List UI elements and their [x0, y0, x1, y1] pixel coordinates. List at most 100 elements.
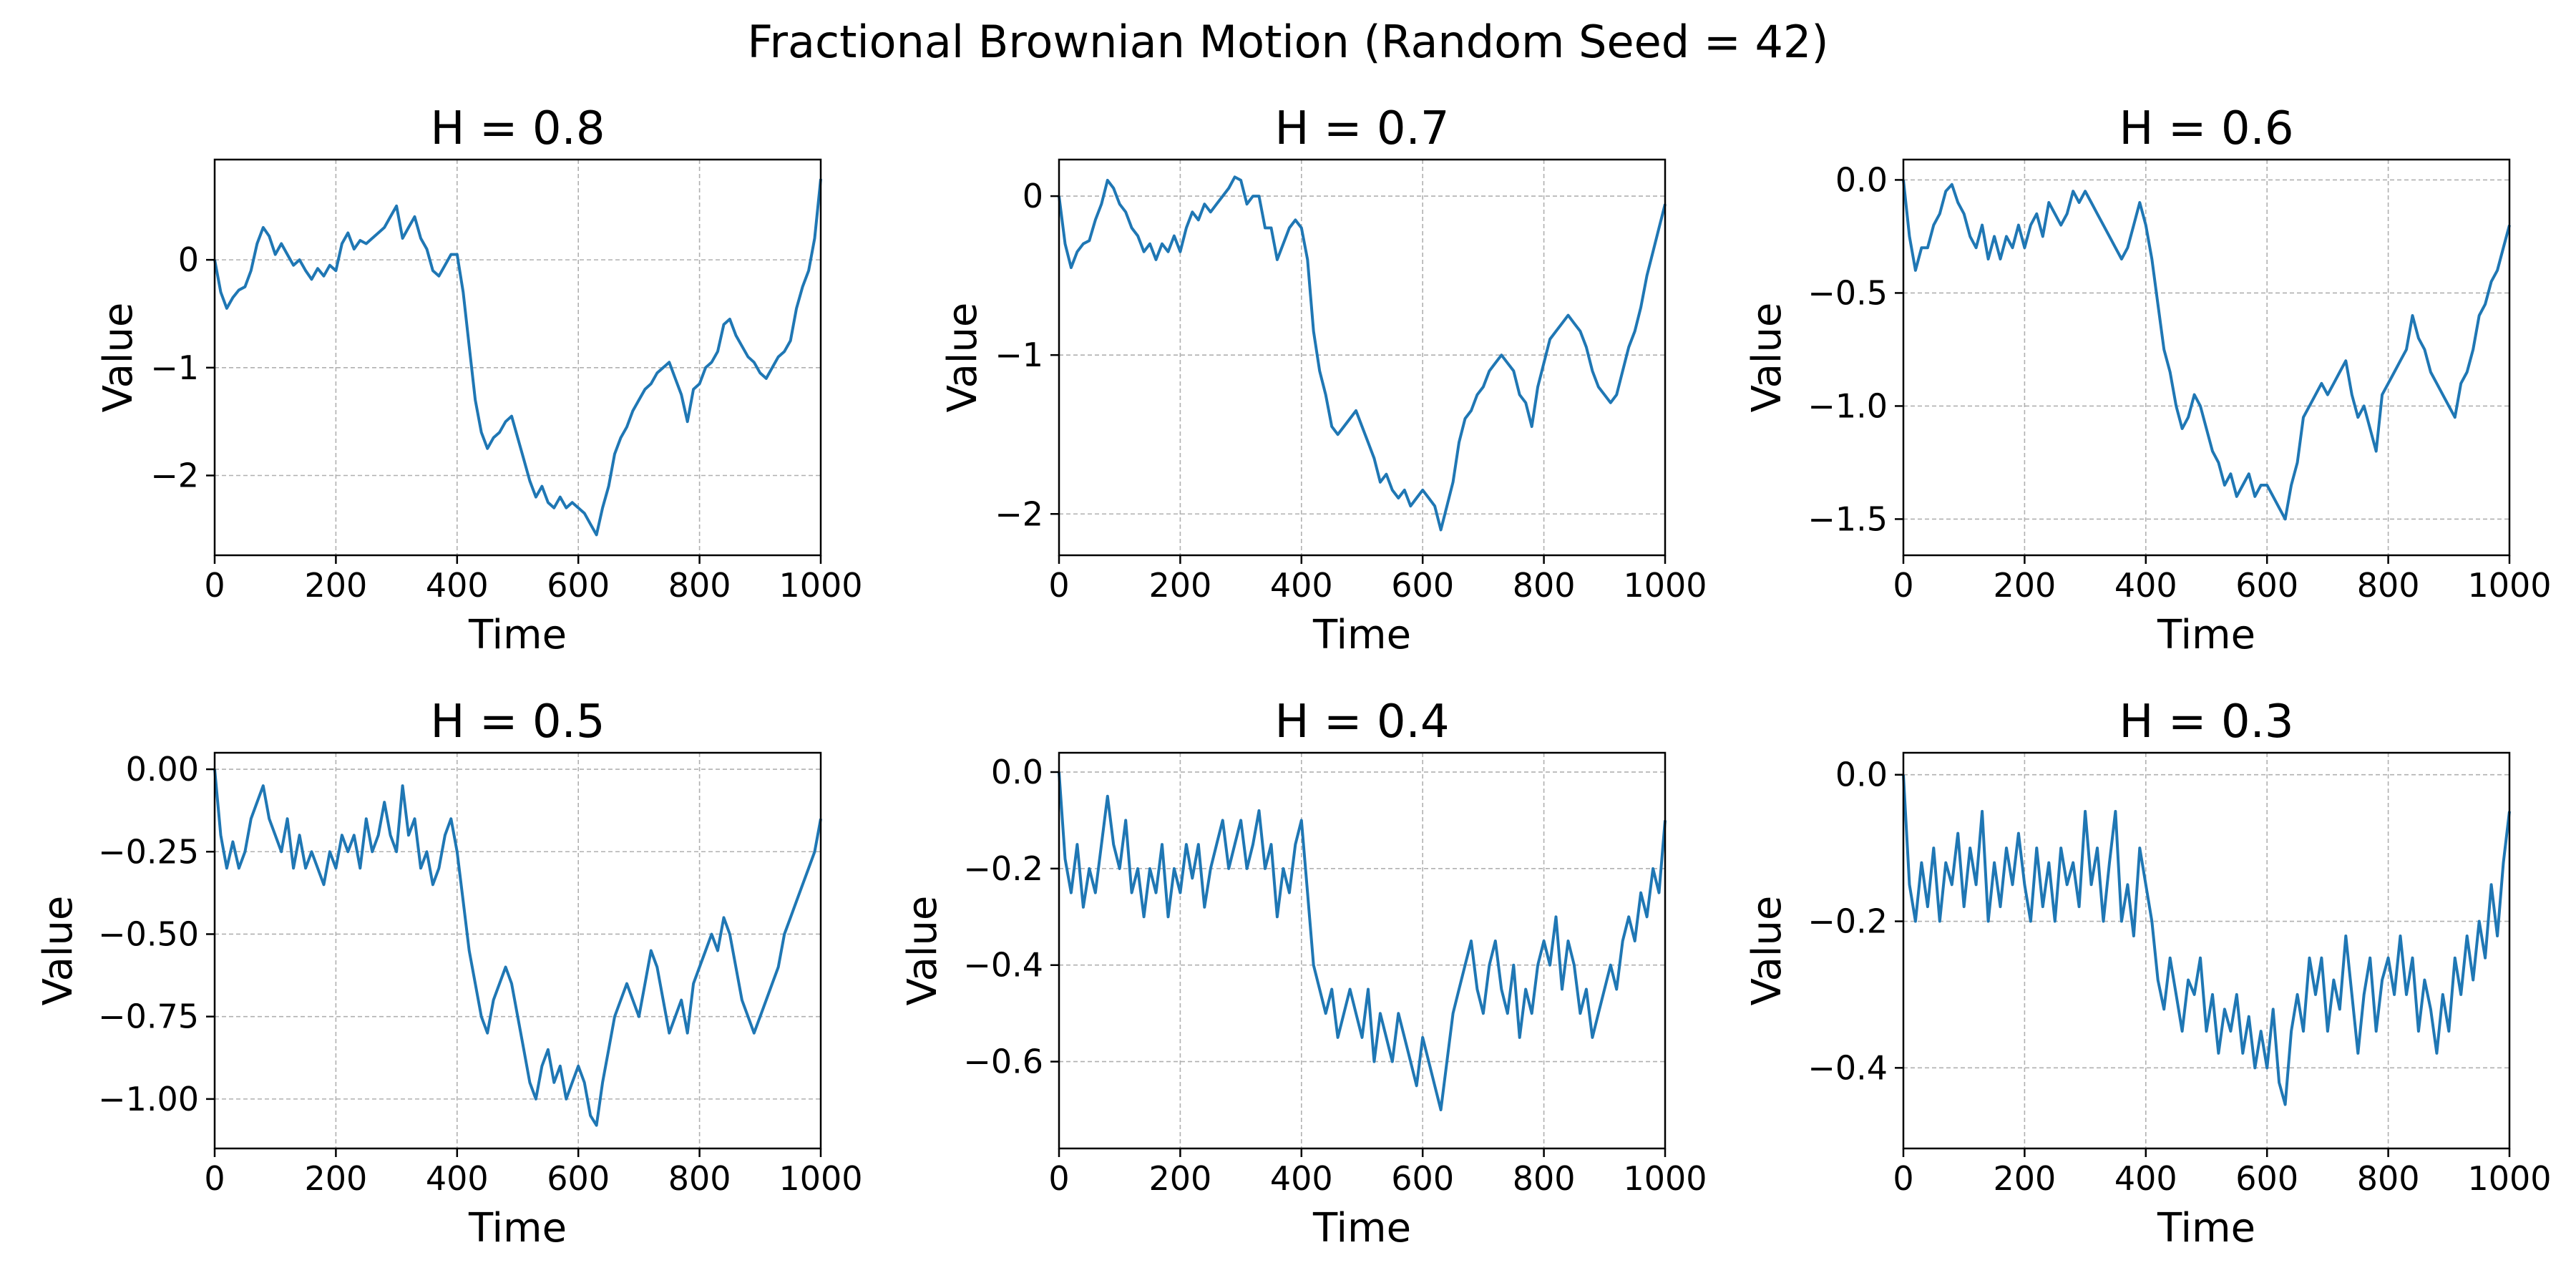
y-tick-label: −0.2 [963, 849, 1043, 888]
x-tick-label: 200 [304, 1159, 367, 1198]
y-axis-label: Value [940, 303, 986, 413]
axes-frame [1058, 158, 1667, 557]
y-axis-label: Value [35, 896, 82, 1006]
x-tick-label: 600 [547, 566, 610, 605]
axes-background [1903, 753, 2509, 1148]
y-tick-label: −1.5 [1807, 499, 1888, 538]
x-tick-label: 600 [2235, 566, 2298, 605]
series-line [213, 769, 822, 1127]
subplot-5: 0 200 400 600 800 1000 −0.6 −0.4 −0.2 0.0 H = 0.4 T… [899, 696, 1707, 1252]
axes-background [1903, 160, 2509, 555]
subplot-1: 0 200 400 600 800 1000 −2 −1 0 H = 0.8 Time Value [95, 102, 863, 658]
x-tick-label: 1000 [2467, 1159, 2551, 1198]
y-tick-label: −1 [995, 336, 1043, 374]
y-tick-label: −0.2 [1807, 902, 1888, 941]
x-tick-label: 1000 [1623, 566, 1707, 605]
x-tick-label: 200 [1993, 1159, 2056, 1198]
y-tick-label: −0.75 [98, 997, 199, 1036]
y-tick-label: −0.6 [963, 1043, 1043, 1081]
axes-frame [1058, 751, 1667, 1150]
x-tick-label: 400 [1270, 566, 1333, 605]
y-axis-label: Value [1744, 303, 1790, 413]
subplot-title: H = 0.3 [2119, 696, 2293, 748]
figure-title: Fractional Brownian Motion (Random Seed … [747, 16, 1829, 68]
axes-background [215, 160, 821, 555]
y-tick-label: −1 [150, 348, 199, 387]
x-tick-label: 600 [2235, 1159, 2298, 1198]
x-tick-label: 400 [2114, 1159, 2177, 1198]
subplot-4: 0 200 400 600 800 1000 −1.00 −0.75 −0.50 −0.25 0.0… [35, 696, 863, 1252]
x-tick-label: 600 [547, 1159, 610, 1198]
y-tick-label: −1.0 [1807, 386, 1888, 425]
series-line [1902, 774, 2511, 1106]
x-tick-label: 400 [426, 1159, 489, 1198]
x-tick-label: 800 [668, 1159, 731, 1198]
y-tick-label: −2 [995, 494, 1043, 533]
x-tick-label: 400 [426, 566, 489, 605]
subplot-2: 0 200 400 600 800 1000 −2 −1 0 H = 0.7 Time Value [940, 102, 1707, 658]
series-line [1058, 771, 1667, 1111]
subplot-title: H = 0.5 [430, 696, 605, 748]
x-tick-label: 1000 [779, 566, 862, 605]
y-tick-label: 0.0 [1835, 756, 1888, 794]
x-tick-label: 0 [1893, 566, 1913, 605]
subplot-3: 0 200 400 600 800 1000 −1.5 −1.0 −0.5 0.0 H = 0.6 T… [1744, 102, 2552, 658]
x-tick-label: 800 [1513, 1159, 1576, 1198]
y-tick-label: 0 [178, 240, 199, 279]
x-tick-label: 800 [668, 566, 731, 605]
x-axis-label: Time [1312, 1205, 1411, 1252]
axes-frame [1902, 751, 2511, 1150]
axes-frame [213, 751, 822, 1150]
series-line [1902, 180, 2511, 521]
subplot-title: H = 0.4 [1274, 696, 1449, 748]
x-tick-label: 400 [2114, 566, 2177, 605]
axes-frame [213, 158, 822, 557]
x-tick-label: 200 [1148, 566, 1211, 605]
y-tick-label: 0.00 [126, 750, 199, 789]
y-tick-label: −0.4 [963, 946, 1043, 985]
axes-background [1059, 753, 1665, 1148]
series-line [213, 178, 822, 537]
x-axis-label: Time [468, 612, 567, 658]
x-tick-label: 0 [204, 1159, 225, 1198]
y-axis-label: Value [899, 896, 946, 1006]
y-tick-label: 0.0 [1835, 160, 1888, 199]
x-tick-label: 1000 [779, 1159, 862, 1198]
x-tick-label: 800 [2357, 1159, 2420, 1198]
subplot-title: H = 0.6 [2119, 102, 2293, 155]
y-tick-label: −0.4 [1807, 1048, 1888, 1087]
y-tick-label: −0.5 [1807, 273, 1888, 312]
x-tick-label: 0 [204, 566, 225, 605]
x-tick-label: 200 [1148, 1159, 1211, 1198]
x-tick-label: 200 [304, 566, 367, 605]
subplot-6: 0 200 400 600 800 1000 −0.4 −0.2 0.0 H = 0.3 Time V… [1744, 696, 2552, 1252]
x-tick-label: 800 [1513, 566, 1576, 605]
x-axis-label: Time [468, 1205, 567, 1252]
x-tick-label: 400 [1270, 1159, 1333, 1198]
x-tick-label: 600 [1391, 1159, 1454, 1198]
y-tick-label: −0.25 [98, 832, 199, 871]
x-tick-label: 1000 [1623, 1159, 1707, 1198]
axes-background [1059, 160, 1665, 555]
subplot-title: H = 0.7 [1274, 102, 1449, 155]
x-tick-label: 200 [1993, 566, 2056, 605]
y-tick-label: 0.0 [991, 753, 1043, 791]
x-tick-label: 600 [1391, 566, 1454, 605]
x-tick-label: 800 [2357, 566, 2420, 605]
y-tick-label: 0 [1023, 177, 1043, 215]
x-axis-label: Time [1312, 612, 1411, 658]
subplot-title: H = 0.8 [430, 102, 605, 155]
axes-frame [1902, 158, 2511, 557]
x-tick-label: 1000 [2467, 566, 2551, 605]
x-axis-label: Time [2157, 1205, 2255, 1252]
x-tick-label: 0 [1893, 1159, 1913, 1198]
y-axis-label: Value [1744, 896, 1790, 1006]
y-tick-label: −1.00 [98, 1080, 199, 1118]
x-tick-label: 0 [1048, 566, 1069, 605]
y-tick-label: −0.50 [98, 914, 199, 953]
x-tick-label: 0 [1048, 1159, 1069, 1198]
x-axis-label: Time [2157, 612, 2255, 658]
y-axis-label: Value [95, 303, 142, 413]
